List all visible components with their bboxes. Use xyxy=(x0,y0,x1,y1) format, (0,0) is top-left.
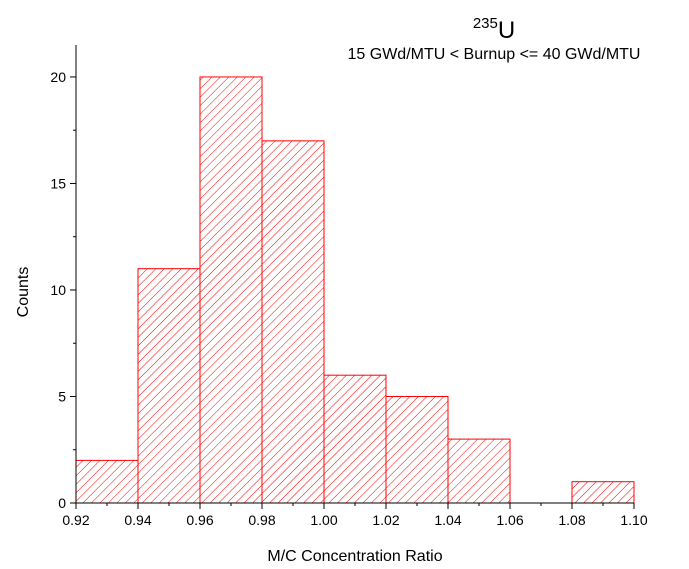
y-tick-label: 10 xyxy=(50,282,66,298)
x-tick-label: 1.02 xyxy=(372,512,399,528)
x-tick-label: 1.04 xyxy=(434,512,461,528)
histogram-bar-5 xyxy=(323,374,387,504)
chart-title: 235U xyxy=(473,15,515,44)
chart-subtitle: 15 GWd/MTU < Burnup <= 40 GWd/MTU xyxy=(348,46,641,63)
x-tick-label: 0.94 xyxy=(124,512,151,528)
histogram-bar-4 xyxy=(261,140,325,504)
x-tick-label: 1.08 xyxy=(558,512,585,528)
y-axis-label: Counts xyxy=(15,267,32,318)
x-tick-label: 0.96 xyxy=(186,512,213,528)
y-ticks-group: 0 5 10 15 20 xyxy=(50,69,76,511)
histogram-bar-7 xyxy=(447,438,511,504)
x-tick-label: 1.00 xyxy=(310,512,337,528)
x-tick-label: 0.92 xyxy=(62,512,89,528)
histogram-bar-9 xyxy=(571,481,635,504)
x-tick-label: 0.98 xyxy=(248,512,275,528)
chart-title-symbol: U xyxy=(498,17,515,44)
x-tick-label: 1.06 xyxy=(496,512,523,528)
histogram-bar-6 xyxy=(385,395,449,504)
x-tick-label: 1.10 xyxy=(620,512,647,528)
bars-group xyxy=(75,76,635,504)
y-tick-label: 5 xyxy=(58,388,66,404)
histogram-bar-2 xyxy=(137,268,201,504)
y-tick-label: 20 xyxy=(50,69,66,85)
chart-title-superscript: 235 xyxy=(473,15,498,32)
histogram-bar-1 xyxy=(75,459,139,504)
y-tick-label: 15 xyxy=(50,175,66,191)
y-tick-label: 0 xyxy=(58,495,66,511)
histogram-bar-3 xyxy=(199,76,263,504)
x-axis-label: M/C Concentration Ratio xyxy=(267,548,442,565)
x-ticks-group: 0.92 0.94 0.96 0.98 1.00 1.02 1.04 1.06 1.08 1.10 xyxy=(62,503,648,528)
